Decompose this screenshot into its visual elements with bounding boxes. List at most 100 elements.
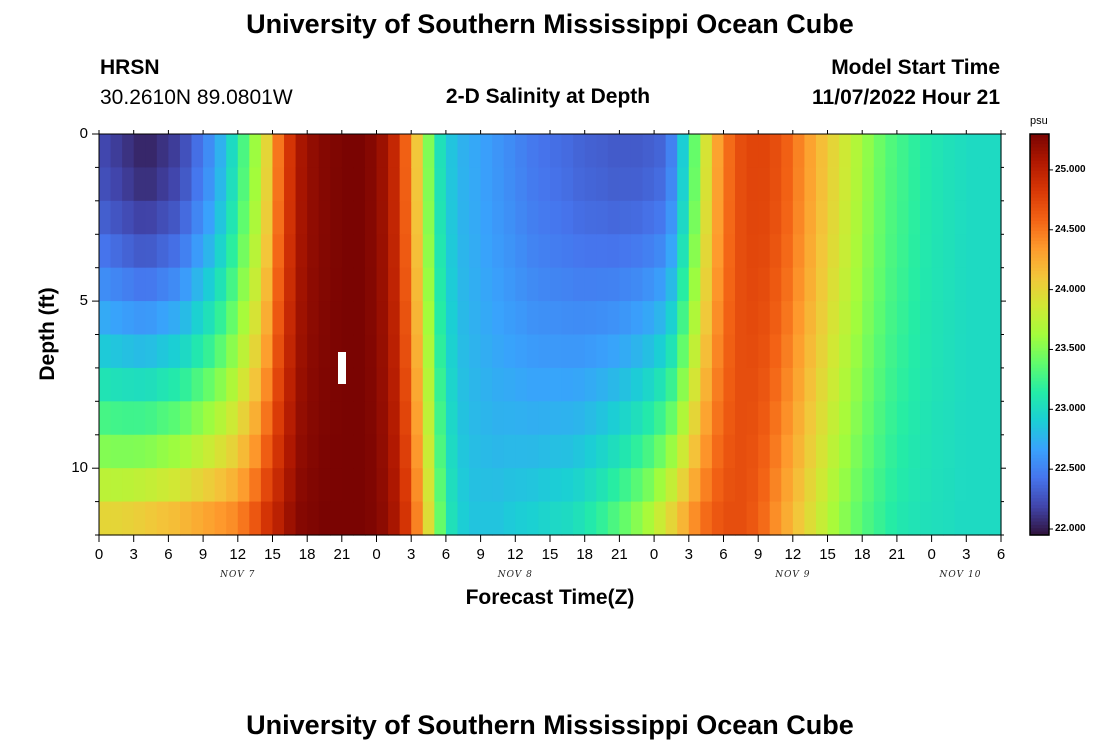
heatmap-cell bbox=[573, 134, 586, 169]
date-label: NOV 7 bbox=[220, 570, 256, 580]
colorbar-swatch bbox=[1030, 371, 1049, 376]
heatmap-cell bbox=[214, 134, 227, 169]
heatmap-cell bbox=[226, 301, 239, 336]
heatmap-cell bbox=[411, 234, 424, 269]
heatmap-cell bbox=[492, 267, 505, 302]
heatmap-cell bbox=[469, 200, 482, 235]
heatmap-cell bbox=[422, 434, 435, 469]
heatmap-cell bbox=[110, 334, 123, 369]
heatmap-cell bbox=[665, 200, 678, 235]
heatmap-cell bbox=[191, 468, 204, 503]
heatmap-cell bbox=[989, 468, 1002, 503]
heatmap-cell bbox=[376, 434, 389, 469]
heatmap-cell bbox=[538, 468, 551, 503]
heatmap-cell bbox=[711, 200, 725, 235]
colorbar-swatch bbox=[1030, 444, 1049, 449]
heatmap-cell bbox=[839, 401, 852, 436]
heatmap-cell bbox=[943, 267, 956, 302]
heatmap-cell bbox=[318, 501, 331, 536]
heatmap-cell bbox=[145, 200, 158, 235]
colorbar-unit: psu bbox=[1030, 115, 1048, 127]
heatmap-cell bbox=[654, 434, 667, 469]
heatmap-cell bbox=[723, 401, 736, 436]
heatmap-cell bbox=[353, 334, 366, 369]
heatmap-cell bbox=[954, 167, 967, 202]
heatmap-cell bbox=[596, 267, 609, 302]
heatmap-cell bbox=[665, 334, 678, 369]
heatmap-cell bbox=[931, 234, 944, 269]
heatmap-cell bbox=[249, 367, 262, 402]
heatmap-cell bbox=[133, 468, 146, 503]
heatmap-cell bbox=[596, 301, 609, 336]
heatmap-cell bbox=[723, 200, 736, 235]
heatmap-cell bbox=[619, 501, 632, 536]
heatmap-cell bbox=[260, 367, 274, 402]
heatmap-cell bbox=[457, 367, 470, 402]
heatmap-cell bbox=[977, 134, 991, 169]
colorbar-tick-label: 22.500 bbox=[1055, 463, 1086, 475]
heatmap-cell bbox=[330, 301, 343, 336]
heatmap-cell bbox=[677, 501, 690, 536]
heatmap-cell bbox=[272, 401, 285, 436]
heatmap-cell bbox=[318, 267, 331, 302]
heatmap-cell bbox=[191, 367, 204, 402]
heatmap-cell bbox=[827, 501, 840, 536]
heatmap-cell bbox=[457, 200, 470, 235]
heatmap-cell bbox=[896, 267, 910, 302]
colorbar-swatch bbox=[1030, 247, 1049, 252]
heatmap-cell bbox=[584, 367, 597, 402]
heatmap-cell bbox=[214, 200, 227, 235]
heatmap-cell bbox=[792, 134, 806, 169]
heatmap-cell bbox=[815, 200, 829, 235]
heatmap-cell bbox=[260, 134, 274, 169]
x-tick-label: 0 bbox=[927, 546, 936, 563]
heatmap-cell bbox=[145, 301, 158, 336]
heatmap-cell bbox=[364, 501, 378, 536]
heatmap-cell bbox=[388, 167, 401, 202]
heatmap-cell bbox=[920, 134, 933, 169]
heatmap-cell bbox=[457, 301, 470, 336]
heatmap-cell bbox=[226, 468, 239, 503]
heatmap-cell bbox=[179, 234, 193, 269]
heatmap-cell bbox=[920, 301, 933, 336]
heatmap-cell bbox=[133, 367, 146, 402]
colorbar-swatch bbox=[1030, 424, 1049, 429]
colorbar-swatch bbox=[1030, 364, 1049, 369]
heatmap-cell bbox=[133, 334, 146, 369]
heatmap-cell bbox=[168, 468, 181, 503]
heatmap-cell bbox=[735, 200, 748, 235]
colorbar-swatch bbox=[1030, 167, 1049, 172]
heatmap-cell bbox=[954, 367, 967, 402]
heatmap-cell bbox=[896, 134, 910, 169]
heatmap-cell bbox=[723, 234, 736, 269]
heatmap-cell bbox=[515, 468, 528, 503]
heatmap-cell bbox=[388, 234, 401, 269]
heatmap-cell bbox=[260, 301, 274, 336]
colorbar-swatch bbox=[1030, 391, 1049, 396]
heatmap-cell bbox=[896, 167, 910, 202]
heatmap-cell bbox=[561, 367, 574, 402]
page-title: University of Southern Mississippi Ocean… bbox=[246, 9, 854, 39]
colorbar-swatch bbox=[1030, 204, 1049, 209]
heatmap-cell bbox=[769, 334, 782, 369]
heatmap-cell bbox=[249, 401, 262, 436]
heatmap-cell bbox=[584, 134, 597, 169]
heatmap-cell bbox=[133, 167, 146, 202]
heatmap-cell bbox=[422, 234, 435, 269]
heatmap-cell bbox=[364, 334, 378, 369]
heatmap-cell bbox=[735, 501, 748, 536]
heatmap-cell bbox=[862, 501, 875, 536]
colorbar-swatch bbox=[1030, 321, 1049, 326]
heatmap-cell bbox=[469, 267, 482, 302]
heatmap-cell bbox=[873, 334, 886, 369]
heatmap-cell bbox=[122, 200, 135, 235]
heatmap-cell bbox=[758, 267, 771, 302]
heatmap-cell bbox=[665, 134, 678, 169]
heatmap-cell bbox=[700, 200, 713, 235]
heatmap-cell bbox=[480, 401, 493, 436]
heatmap-cell bbox=[295, 301, 308, 336]
heatmap-cell bbox=[746, 501, 759, 536]
heatmap-cell bbox=[885, 267, 898, 302]
heatmap-cell bbox=[399, 301, 412, 336]
heatmap-cell bbox=[480, 167, 493, 202]
